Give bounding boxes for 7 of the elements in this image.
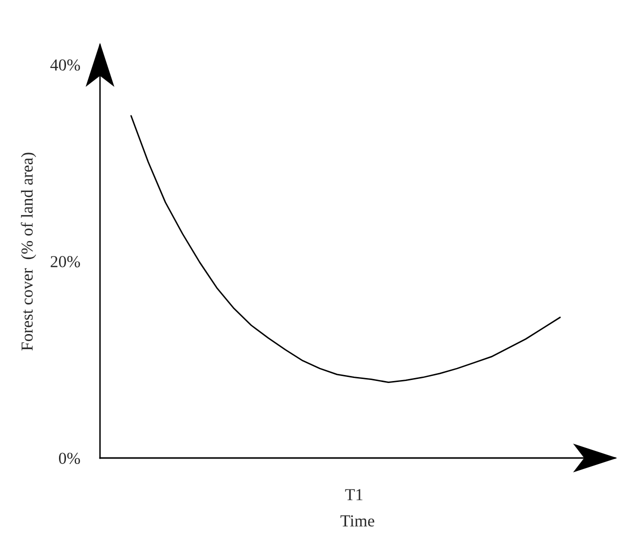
- y-tick-label: 40%: [50, 59, 80, 71]
- y-axis-title: Forest cover (% of land area): [20, 152, 36, 351]
- y-tick-label: 20%: [50, 256, 80, 268]
- line-series: [130, 115, 561, 383]
- x-axis-title: Time: [340, 515, 374, 527]
- x-tick-label: T1: [345, 489, 362, 500]
- y-tick-label: 0%: [58, 452, 80, 464]
